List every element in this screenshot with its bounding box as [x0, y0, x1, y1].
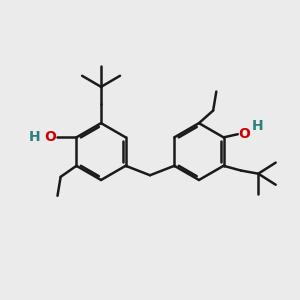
Text: O: O — [45, 130, 56, 144]
Text: H: H — [252, 119, 264, 133]
Text: O: O — [239, 127, 250, 141]
Text: H: H — [28, 130, 40, 144]
